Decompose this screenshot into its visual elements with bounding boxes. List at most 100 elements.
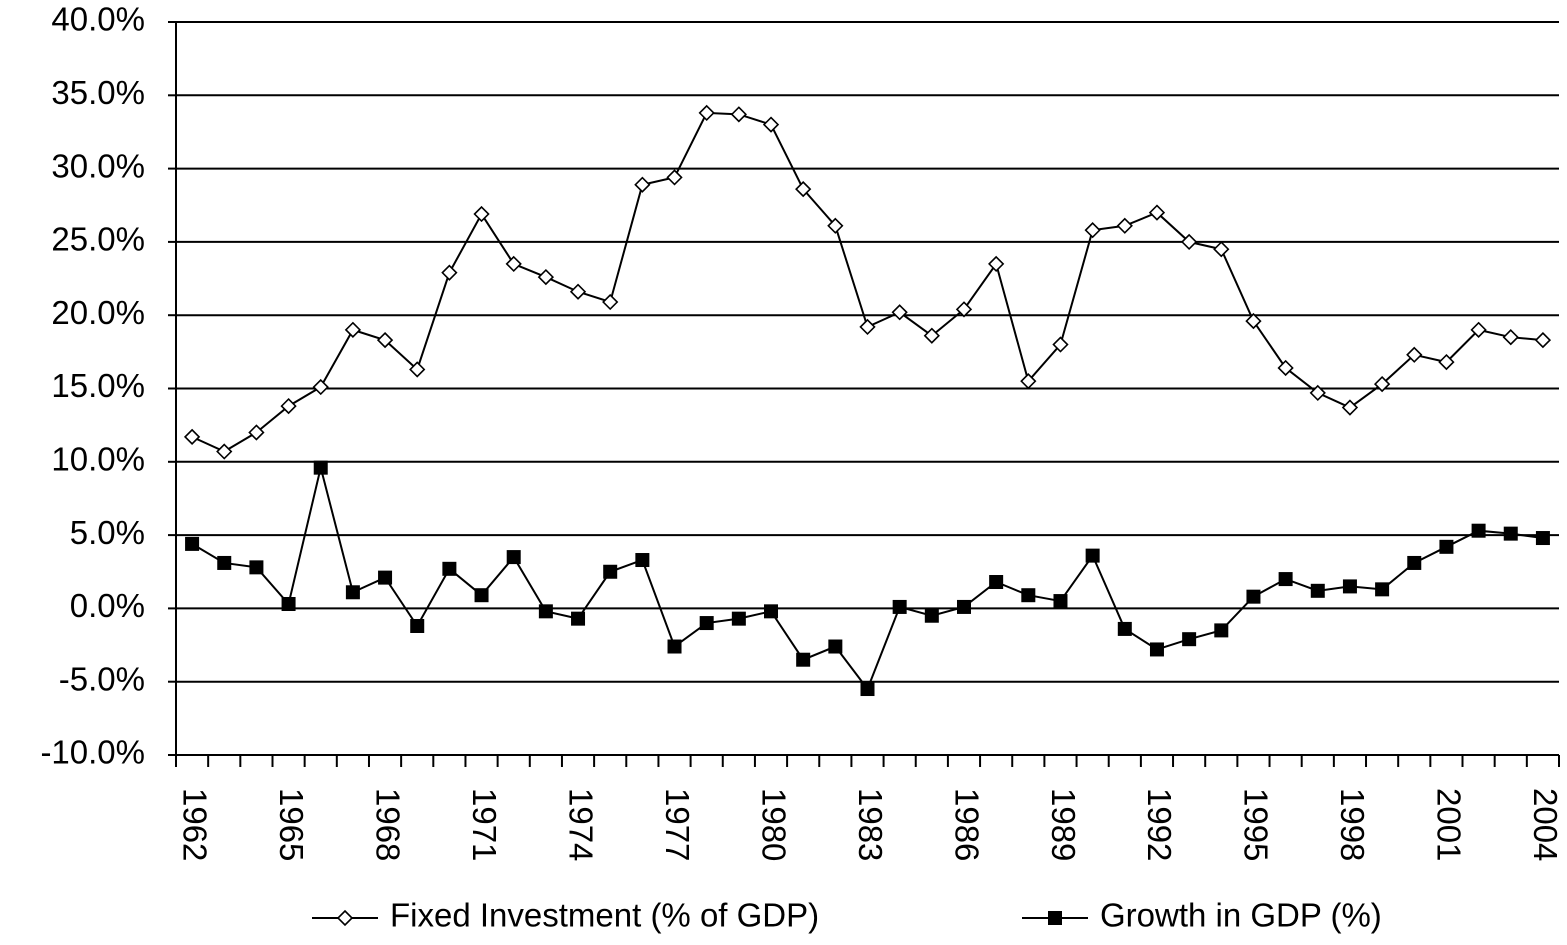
legend-marker	[336, 909, 354, 927]
point	[828, 639, 843, 654]
point	[667, 639, 682, 654]
point	[699, 616, 714, 631]
series-line	[191, 111, 1544, 453]
point	[603, 564, 618, 579]
point	[312, 378, 329, 396]
point	[1213, 241, 1230, 258]
point	[730, 106, 747, 123]
point	[955, 301, 973, 318]
point	[474, 588, 489, 603]
point	[1149, 642, 1164, 657]
point	[634, 176, 651, 193]
point	[602, 293, 619, 311]
point	[1052, 336, 1069, 353]
point	[1245, 312, 1262, 330]
point	[409, 361, 426, 378]
point	[795, 180, 812, 198]
x-tick-label: 1986	[948, 788, 985, 861]
point	[1471, 523, 1486, 538]
point	[183, 428, 201, 446]
y-tick-label: -5.0%	[59, 660, 145, 697]
y-tick-label: 5.0%	[70, 514, 145, 551]
point	[410, 618, 425, 633]
point	[956, 599, 971, 614]
x-tick-label: 2001	[1431, 788, 1468, 861]
point	[281, 597, 296, 612]
point	[280, 397, 297, 415]
point	[537, 268, 555, 286]
point	[1439, 539, 1454, 554]
point	[538, 604, 553, 619]
x-tick-label: 1971	[466, 788, 503, 861]
point	[1116, 217, 1133, 234]
x-tick-label: 1983	[852, 788, 889, 861]
point	[345, 585, 360, 600]
y-tick-label: 40.0%	[51, 1, 145, 38]
point	[1309, 384, 1326, 402]
point	[1246, 589, 1261, 604]
point	[249, 560, 264, 575]
point	[988, 255, 1005, 273]
legend-label: Fixed Investment (% of GDP)	[390, 897, 819, 934]
y-tick-label: 10.0%	[51, 441, 145, 478]
point	[892, 599, 907, 614]
point	[859, 318, 876, 336]
point	[1148, 204, 1166, 221]
y-tick-label: 35.0%	[51, 74, 145, 111]
point	[378, 570, 393, 585]
point	[731, 611, 746, 626]
x-tick-label: 1992	[1141, 788, 1178, 861]
x-tick-label: 1995	[1238, 788, 1275, 861]
point	[1502, 329, 1519, 346]
point	[1084, 222, 1101, 239]
point	[764, 604, 779, 619]
point	[441, 264, 458, 281]
point	[827, 217, 844, 234]
point	[216, 443, 233, 460]
point	[505, 255, 522, 273]
point	[1373, 375, 1391, 393]
x-tick-label: 1965	[273, 788, 310, 861]
point	[248, 424, 265, 441]
point	[1470, 321, 1487, 338]
point	[344, 321, 362, 338]
x-tick-label: 1989	[1045, 788, 1082, 861]
point	[1375, 582, 1390, 597]
point	[571, 611, 586, 626]
point	[924, 608, 939, 623]
point	[1214, 623, 1229, 638]
x-tick-label: 2004	[1527, 788, 1564, 861]
point	[635, 553, 650, 568]
point	[1310, 583, 1325, 598]
point	[1407, 555, 1422, 570]
x-tick-label: 1977	[659, 788, 696, 861]
point	[698, 104, 715, 122]
point	[1341, 399, 1359, 416]
point	[891, 304, 908, 321]
point	[1438, 353, 1455, 371]
point	[569, 283, 587, 300]
point	[1503, 526, 1518, 541]
y-tick-label: 15.0%	[51, 367, 145, 404]
point	[506, 550, 521, 565]
point	[1406, 346, 1423, 363]
point	[313, 460, 328, 475]
y-tick-label: 0.0%	[70, 587, 145, 624]
point	[1085, 548, 1100, 563]
series-line	[191, 467, 1544, 692]
y-tick-label: 20.0%	[51, 294, 145, 331]
legend-label: Growth in GDP (%)	[1100, 897, 1382, 934]
point	[217, 555, 232, 570]
point	[1180, 233, 1198, 251]
point	[1342, 579, 1357, 594]
point	[1117, 621, 1132, 636]
point	[1053, 594, 1068, 609]
x-tick-label: 1998	[1334, 788, 1371, 861]
point	[989, 575, 1004, 590]
point	[473, 205, 490, 223]
point	[923, 327, 940, 344]
legend-marker	[1048, 911, 1062, 925]
point	[1020, 373, 1037, 390]
point	[1021, 588, 1036, 603]
